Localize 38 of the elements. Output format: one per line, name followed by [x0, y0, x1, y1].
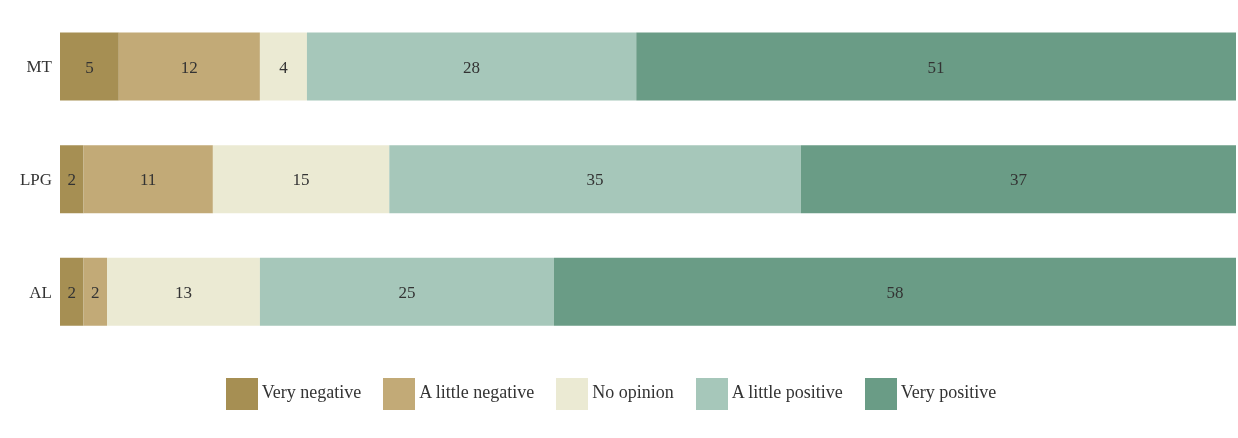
- y-tick-label: LPG: [19, 170, 52, 190]
- legend-label: Very negative: [261, 382, 362, 403]
- data-label: 51: [927, 57, 945, 77]
- data-label: 58: [886, 282, 904, 302]
- bar: [83, 257, 108, 326]
- bar: [60, 145, 84, 214]
- data-label: 28: [463, 57, 481, 77]
- data-label: 2: [91, 282, 100, 302]
- bar: [389, 145, 801, 214]
- data-label: 37: [1009, 170, 1028, 190]
- data-label: 12: [180, 57, 198, 77]
- bar: [60, 32, 119, 101]
- data-label: 11: [140, 170, 157, 190]
- data-label: 15: [292, 170, 310, 190]
- data-label: 5: [85, 57, 94, 77]
- legend-label: No opinion: [592, 382, 674, 403]
- y-tick-label: AL: [29, 282, 52, 302]
- bar: [212, 145, 390, 214]
- legend-label: A little negative: [419, 382, 535, 403]
- bar: [259, 257, 554, 326]
- bar: [800, 145, 1236, 214]
- bar: [306, 32, 637, 101]
- legend-label: Very positive: [900, 382, 997, 403]
- y-tick-label: MT: [26, 57, 53, 77]
- data-label: 35: [586, 170, 604, 190]
- data-label: 2: [67, 170, 77, 190]
- data-label: 25: [398, 282, 416, 302]
- bar: [259, 32, 307, 101]
- bar: [553, 257, 1236, 326]
- bar: [118, 32, 260, 101]
- data-label: 13: [174, 282, 192, 302]
- data-label: 4: [279, 57, 289, 77]
- bar: [107, 257, 260, 326]
- bar: [83, 145, 213, 214]
- data-label: 2: [67, 282, 77, 302]
- bar: [636, 32, 1236, 101]
- bar: [60, 257, 84, 326]
- legend-label: A little positive: [731, 382, 843, 403]
